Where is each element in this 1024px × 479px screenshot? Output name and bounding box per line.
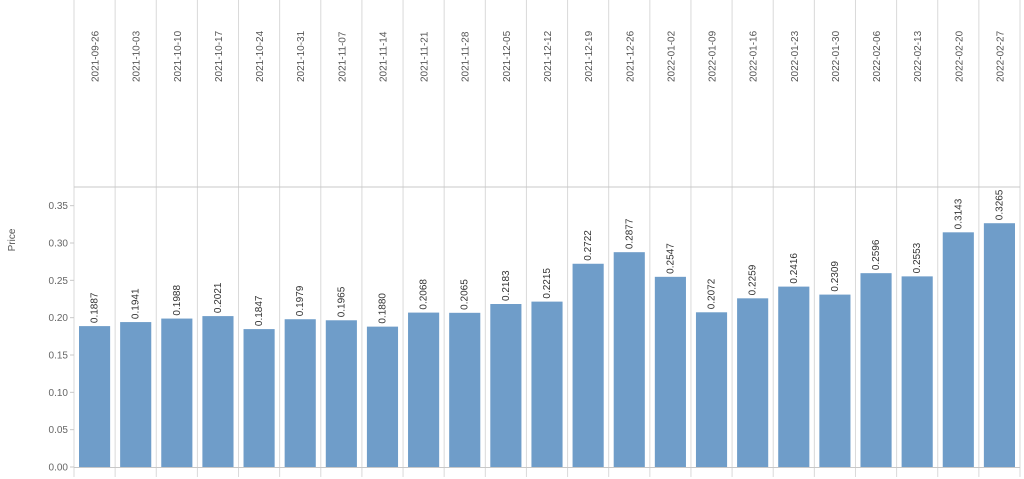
column-header-label: 2022-02-20 — [954, 30, 965, 82]
bar[interactable] — [79, 326, 111, 467]
column-header-label: 2021-12-12 — [543, 30, 554, 82]
column-header-label: 2021-10-17 — [214, 30, 225, 82]
bar[interactable] — [572, 263, 604, 467]
bar-value-label: 0.2309 — [830, 261, 841, 292]
bar[interactable] — [449, 312, 481, 467]
bar-value-label: 0.2259 — [748, 264, 759, 295]
bar[interactable] — [942, 232, 974, 467]
bar-value-label: 0.1965 — [336, 286, 347, 317]
bar-value-label: 0.2215 — [542, 268, 553, 299]
bar[interactable] — [490, 304, 522, 467]
bar[interactable] — [531, 301, 563, 467]
column-header-label: 2022-01-02 — [666, 30, 677, 82]
bar-value-label: 0.1988 — [172, 285, 183, 316]
bar-value-label: 0.2021 — [213, 282, 224, 313]
column-header-labels: 2021-09-26 2021-10-03 2021-10-10 2021-10-17… — [91, 30, 1007, 82]
bar-value-label: 0.1941 — [131, 288, 142, 319]
column-header-label: 2021-10-31 — [296, 30, 307, 82]
y-tick-label: 0.30 — [49, 239, 69, 250]
bar[interactable] — [654, 276, 686, 467]
bar[interactable] — [695, 312, 728, 467]
bar[interactable] — [202, 316, 234, 467]
y-tick-label: 0.25 — [49, 276, 69, 287]
bar[interactable] — [325, 320, 357, 467]
bar[interactable] — [778, 286, 810, 467]
column-header-label: 2022-02-06 — [872, 30, 883, 82]
column-header-label: 2021-12-19 — [584, 30, 595, 82]
y-axis: 0.00 0.05 0.10 0.15 0.20 0.25 0.30 0.35 — [49, 201, 74, 474]
column-header-label: 2022-01-30 — [831, 30, 842, 82]
bar-value-label: 0.3265 — [994, 189, 1005, 220]
y-tick-label: 0.15 — [49, 351, 69, 362]
y-tick-label: 0.35 — [49, 201, 69, 212]
column-header-label: 2021-11-14 — [378, 31, 389, 82]
bar-value-label: 0.2416 — [789, 253, 800, 284]
bar[interactable] — [983, 223, 1015, 467]
bar-value-label: 0.1887 — [90, 292, 101, 323]
bar-value-label: 0.1979 — [295, 285, 306, 316]
column-header-label: 2021-10-24 — [255, 30, 266, 82]
bar-value-label: 0.2068 — [419, 279, 430, 310]
column-header-label: 2021-11-28 — [461, 31, 472, 82]
bar-value-label: 0.2553 — [912, 242, 923, 273]
column-dividers — [73, 0, 1021, 477]
column-header-label: 2021-12-05 — [502, 30, 513, 82]
bar[interactable] — [901, 276, 933, 467]
bar-value-label: 0.2722 — [583, 230, 594, 261]
bar-value-label: 0.2072 — [707, 278, 718, 309]
column-header-label: 2021-12-26 — [625, 30, 636, 82]
y-tick-label: 0.10 — [49, 388, 69, 399]
bar-value-label: 0.3143 — [953, 198, 964, 229]
y-tick-label: 0.00 — [49, 463, 69, 474]
bar[interactable] — [737, 298, 769, 467]
column-header-label: 2022-01-09 — [708, 30, 719, 82]
column-header-label: 2021-09-26 — [91, 30, 102, 82]
column-header-label: 2021-11-21 — [420, 31, 431, 82]
bar[interactable] — [819, 294, 851, 467]
y-tick-label: 0.05 — [49, 425, 69, 436]
column-header-label: 2022-01-16 — [749, 30, 760, 82]
bar[interactable] — [161, 318, 193, 467]
column-header-label: 2021-10-03 — [132, 30, 143, 82]
bars — [79, 223, 1015, 467]
bar[interactable] — [613, 252, 645, 467]
bar-value-label: 0.2065 — [460, 279, 471, 310]
column-header-label: 2021-11-07 — [337, 31, 348, 82]
column-header-label: 2022-01-23 — [790, 30, 801, 82]
bar[interactable] — [243, 329, 275, 467]
bar[interactable] — [408, 312, 440, 467]
bar-value-label: 0.2547 — [665, 243, 676, 274]
bar-value-label: 0.2183 — [501, 270, 512, 301]
bar[interactable] — [860, 273, 892, 467]
y-axis-title: Price — [7, 228, 18, 251]
bar-value-label: 0.1847 — [254, 295, 265, 326]
value-labels: 0.1887 0.1941 0.1988 0.2021 0.1847 0.1979 0.19… — [90, 189, 1006, 326]
y-tick-label: 0.20 — [49, 313, 69, 324]
bar-value-label: 0.2877 — [624, 218, 635, 249]
column-header-label: 2022-02-13 — [913, 30, 924, 82]
column-header-label: 2022-02-27 — [995, 30, 1006, 82]
bar-value-label: 0.1880 — [377, 293, 388, 324]
bar[interactable] — [284, 319, 316, 467]
column-header-label: 2021-10-10 — [173, 30, 184, 82]
bar[interactable] — [366, 326, 399, 467]
bar[interactable] — [120, 322, 152, 467]
bar-value-label: 0.2596 — [871, 239, 882, 270]
